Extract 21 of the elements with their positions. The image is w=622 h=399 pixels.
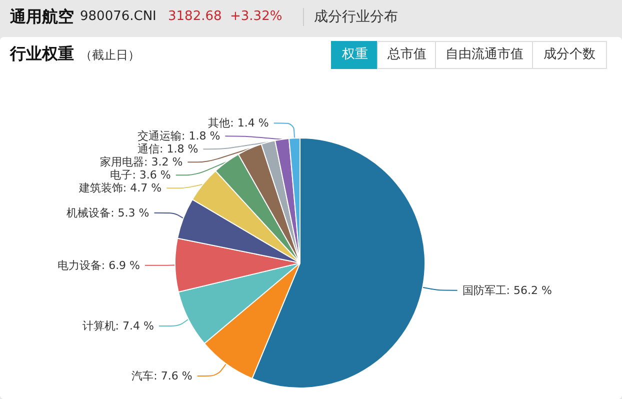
slice-label: 国防军工: 56.2 %	[462, 284, 552, 297]
tab-button[interactable]: 自由流通市值	[435, 41, 534, 69]
slice-label: 电力设备: 6.9 %	[57, 258, 140, 272]
slice-label: 其他: 1.4 %	[208, 116, 269, 130]
text: （截止日）	[80, 47, 140, 64]
text: 3182.68	[168, 9, 222, 24]
chart-subtitle: 行业权重	[10, 44, 74, 65]
text: 980076.CNI	[80, 9, 156, 24]
slice-label: 家用电器: 3.2 %	[100, 156, 183, 169]
text: +3.32%	[230, 9, 282, 24]
slice-label: 汽车: 7.6 %	[132, 369, 192, 382]
slice-label: 机械设备: 5.3 %	[66, 206, 150, 220]
slice-label: 通信: 1.8 %	[138, 142, 198, 156]
slice-label: 电子: 3.6 %	[110, 168, 171, 182]
tab-button[interactable]: 成分个数	[532, 41, 607, 69]
chart-title: 通用航空	[10, 7, 74, 28]
slice-label: 建筑装饰: 4.7 %	[78, 182, 162, 195]
slice-label: 计算机: 7.4 %	[82, 320, 154, 333]
text: 成分行业分布	[303, 8, 398, 26]
tab-button[interactable]: 总市值	[377, 41, 437, 69]
slice-label: 交通运输: 1.8 %	[138, 130, 220, 143]
